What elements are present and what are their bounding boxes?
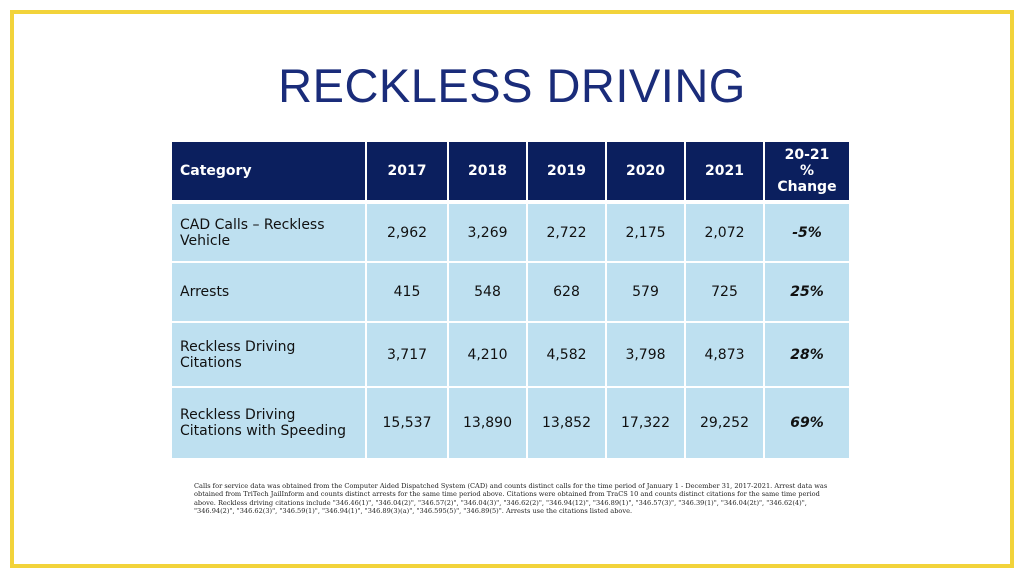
table-row: CAD Calls – Reckless Vehicle 2,962 3,269… <box>172 202 851 263</box>
cell-2020: 579 <box>606 262 686 323</box>
page-title: RECKLESS DRIVING <box>278 59 746 112</box>
row-category: Reckless Driving Citations with Speeding <box>172 387 367 460</box>
header-2020: 2020 <box>606 142 686 204</box>
header-change-line2: % Change <box>777 163 837 195</box>
row-category: Reckless Driving Citations <box>172 322 367 388</box>
cell-2020: 3,798 <box>606 322 686 388</box>
cell-2017: 3,717 <box>366 322 449 388</box>
cell-2020: 2,175 <box>606 202 686 263</box>
cell-change: 69% <box>764 387 851 460</box>
footnote: Calls for service data was obtained from… <box>194 482 828 516</box>
table-row: Arrests 415 548 628 579 725 25% <box>172 262 851 323</box>
header-change-line1: 20-21 <box>784 147 830 163</box>
cell-2018: 13,890 <box>448 387 528 460</box>
cell-change: -5% <box>764 202 851 263</box>
table-header-row: Category 2017 2018 2019 2020 2021 20-21 … <box>172 142 851 204</box>
cell-2021: 2,072 <box>685 202 765 263</box>
cell-2021: 725 <box>685 262 765 323</box>
cell-2017: 2,962 <box>366 202 449 263</box>
cell-2021: 4,873 <box>685 322 765 388</box>
header-2021: 2021 <box>685 142 765 204</box>
header-2018: 2018 <box>448 142 528 204</box>
table-row: Reckless Driving Citations 3,717 4,210 4… <box>172 322 851 388</box>
slide-frame <box>10 10 1014 568</box>
header-change: 20-21 % Change <box>764 142 851 204</box>
header-2017: 2017 <box>366 142 449 204</box>
cell-2017: 15,537 <box>366 387 449 460</box>
cell-2019: 628 <box>527 262 607 323</box>
row-category: CAD Calls – Reckless Vehicle <box>172 202 367 263</box>
cell-2017: 415 <box>366 262 449 323</box>
cell-change: 28% <box>764 322 851 388</box>
header-category: Category <box>172 142 367 204</box>
header-2019: 2019 <box>527 142 607 204</box>
cell-2019: 2,722 <box>527 202 607 263</box>
cell-2020: 17,322 <box>606 387 686 460</box>
row-category: Arrests <box>172 262 367 323</box>
cell-change: 25% <box>764 262 851 323</box>
cell-2019: 13,852 <box>527 387 607 460</box>
data-table: Category 2017 2018 2019 2020 2021 20-21 … <box>172 142 851 460</box>
cell-2018: 4,210 <box>448 322 528 388</box>
table-row: Reckless Driving Citations with Speeding… <box>172 387 851 460</box>
cell-2019: 4,582 <box>527 322 607 388</box>
cell-2018: 548 <box>448 262 528 323</box>
cell-2018: 3,269 <box>448 202 528 263</box>
cell-2021: 29,252 <box>685 387 765 460</box>
